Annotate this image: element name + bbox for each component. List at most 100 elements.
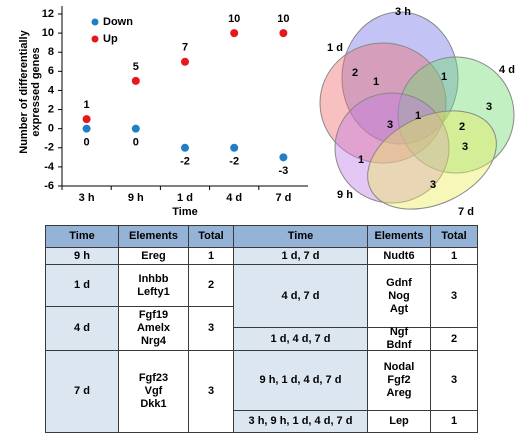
y-tick-label: -4 [44,161,55,173]
elements-cell: Nudt6 [367,247,431,265]
total-cell: 2 [430,327,478,351]
venn-count: 3 [462,141,468,153]
data-label: 5 [133,61,139,73]
y-tick-label: -6 [44,180,54,192]
cell-text: 9 h, 1 d, 4 d, 7 d [259,374,342,386]
data-label: 0 [84,137,90,149]
cell-text: Nodal [383,361,415,373]
y-tick-label: 8 [48,46,54,58]
venn-set [319,42,447,164]
cell-text: 2 [207,279,215,291]
cell-text: Total [198,230,224,242]
cell-text: Fgf19 [138,309,169,321]
total-cell: 1 [430,247,478,265]
time-cell: 1 d, 7 d [233,247,368,265]
elements-cell: Inhbb Lefty1 [118,264,189,307]
cell-text: Elements [374,230,424,242]
elements-cell: Gdnf Nog Agt [367,264,431,328]
cell-text: 1 [450,249,458,262]
header-cell: Elements [118,225,189,248]
y-tick-label: 0 [48,123,54,135]
venn-set [367,110,497,210]
data-label: -3 [279,165,289,177]
venn-set [397,56,515,174]
venn-count: 1 [358,154,364,166]
venn-set-label: 1 d [327,42,343,54]
time-cell: 4 d [45,306,119,351]
venn-count: 3 [430,179,436,191]
x-axis-label: Time [172,206,197,218]
time-cell: 9 h [45,247,119,265]
legend-marker [91,18,99,26]
cell-text: Total [441,230,467,242]
y-tick-label: 4 [48,84,55,96]
point [230,29,239,38]
elements-cell: Lep [367,410,431,433]
cell-text: Nudt6 [383,249,415,262]
data-label: -2 [180,156,190,168]
cell-text: Inhbb [138,272,169,285]
time-cell: 7 d [45,350,119,433]
time-cell: 9 h, 1 d, 4 d, 7 d [233,350,368,411]
cell-text: 1 d, 7 d [281,249,320,262]
cell-text: Fgf2 [387,374,411,386]
venn-count: 1 [373,76,379,88]
cell-text: Nrg4 [140,335,167,347]
point [131,76,140,85]
data-label: 0 [133,137,139,149]
y-tick-label: -2 [44,142,54,154]
cell-text: Amelx [136,322,171,334]
venn-set-label: 7 d [458,206,474,218]
venn-set-label: 4 d [499,64,515,76]
point [181,143,189,152]
elements-cell: Nodal Fgf2 Areg [367,350,431,411]
venn-set [334,92,450,204]
elements-cell: Fgf19 Amelx Nrg4 [118,306,189,351]
y-tick-label: 12 [42,8,54,20]
cell-text: Ngf [389,326,409,338]
cell-text: 4 d, 7 d [281,289,320,302]
total-cell: 3 [188,306,234,351]
data-label: 10 [277,13,289,25]
cell-text: Ereg [141,249,166,262]
time-cell: 1 d, 4 d, 7 d [233,327,368,351]
venn-count: 1 [415,110,421,122]
cell-text: Elements [129,230,178,242]
point [230,143,239,152]
cell-text: 1 d [74,279,90,291]
x-tick-label: 3 h [79,192,95,204]
venn-count: 2 [459,121,465,133]
cell-text: Lefty1 [137,285,170,298]
total-cell: 1 [188,247,234,265]
venn-count: 3 [486,101,492,113]
cell-text: 3 [450,289,458,302]
cell-text: Gdnf [386,276,412,289]
point [82,115,91,124]
venn-set [341,11,459,145]
total-cell: 3 [430,264,478,328]
cell-text: 3 [207,322,215,334]
time-cell: 4 d, 7 d [233,264,368,328]
data-label: 7 [182,42,188,54]
header-cell: Time [233,225,368,248]
cell-text: 3 [450,374,458,386]
x-tick-label: 1 d [177,192,193,204]
x-tick-label: 9 h [128,192,144,204]
venn-count: 3 [387,119,393,131]
y-tick-label: 6 [48,65,54,77]
total-cell: 2 [188,264,234,307]
cell-text: Dkk1 [140,398,167,410]
point [82,124,91,133]
elements-cell: Ngf Bdnf [367,326,431,351]
time-cell: 1 d [45,264,119,307]
total-cell: 3 [188,350,234,433]
cell-text: 2 [450,332,458,345]
cell-text: 7 d [74,385,90,397]
cell-text: Agt [389,302,409,315]
total-cell: 3 [430,350,478,411]
data-label: 1 [84,99,90,111]
cell-text: Bdnf [386,339,412,351]
y-axis-label: Number of differentially expressed genes [18,30,42,154]
